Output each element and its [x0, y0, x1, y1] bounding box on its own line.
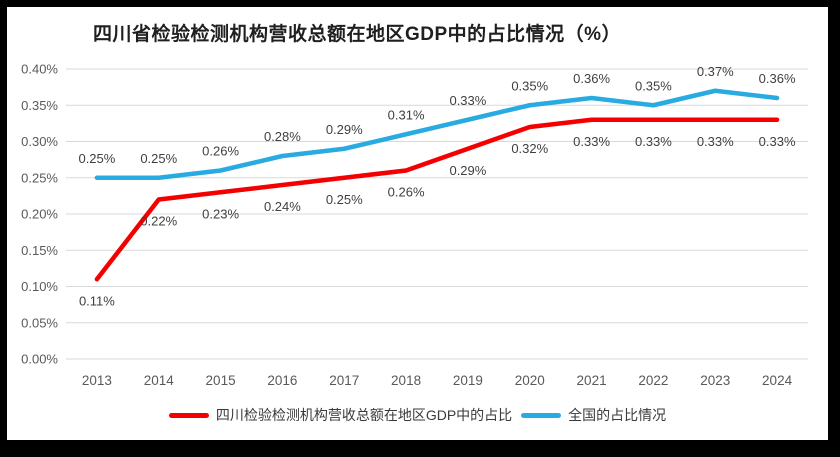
data-label: 0.33% [759, 134, 796, 149]
y-axis-tick-label: 0.10% [21, 279, 58, 294]
x-axis-tick-label: 2017 [329, 373, 359, 388]
data-label: 0.28% [264, 129, 301, 144]
legend-line-swatch [521, 412, 562, 418]
x-axis-tick-label: 2015 [206, 373, 236, 388]
x-axis-tick-label: 2024 [762, 373, 793, 388]
data-label: 0.36% [573, 71, 610, 86]
x-axis-tick-label: 2023 [700, 373, 730, 388]
data-label: 0.32% [511, 141, 548, 156]
x-axis-tick-label: 2018 [391, 373, 421, 388]
data-label: 0.25% [78, 151, 115, 166]
data-label: 0.25% [326, 192, 363, 207]
data-label: 0.37% [697, 64, 734, 79]
x-axis-tick-label: 2019 [453, 373, 483, 388]
x-axis-tick-label: 2021 [577, 373, 607, 388]
line-chart-plot-area: 0.00% 0.05% 0.10% 0.15% 0.20% 0.25% 0.30% 0.35%… [21, 62, 808, 388]
data-label: 0.35% [511, 78, 548, 93]
y-axis-tick-label: 0.20% [21, 207, 58, 222]
data-label: 0.29% [449, 163, 486, 178]
y-axis-tick-label: 0.40% [21, 62, 58, 77]
data-label: 0.23% [202, 206, 239, 221]
x-axis-tick-label: 2020 [515, 373, 545, 388]
data-label: 0.33% [449, 93, 486, 108]
x-axis-tick-label: 2014 [144, 373, 175, 388]
chart-card: 四川省检验检测机构营收总额在地区GDP中的占比情况（%） 0.00% 0.05% 0… [7, 7, 828, 440]
series-line-0 [94, 117, 780, 282]
y-axis-tick-label: 0.30% [21, 134, 58, 149]
y-axis-tick-label: 0.15% [21, 243, 58, 258]
legend-item-1: 全国的占比情况 [521, 405, 666, 425]
data-label: 0.29% [326, 122, 363, 137]
data-label: 0.26% [202, 144, 239, 159]
legend-item-0: 四川检验检测机构营收总额在地区GDP中的占比 [168, 405, 513, 425]
data-label: 0.31% [388, 107, 425, 122]
data-label: 0.25% [140, 151, 177, 166]
chart-title: 四川省检验检测机构营收总额在地区GDP中的占比情况（%） [93, 24, 622, 45]
data-label: 0.36% [759, 71, 796, 86]
data-label: 0.26% [388, 185, 425, 200]
legend-line-swatch [168, 412, 209, 418]
data-label: 0.33% [697, 134, 734, 149]
data-label: 0.24% [264, 199, 301, 214]
chart-legend: 四川检验检测机构营收总额在地区GDP中的占比 全国的占比情况 [7, 405, 828, 425]
x-axis-tick-label: 2016 [267, 373, 297, 388]
data-label: 0.33% [573, 134, 610, 149]
legend-label: 全国的占比情况 [568, 407, 667, 423]
y-axis-tick-label: 0.35% [21, 98, 58, 113]
y-axis-tick-label: 0.00% [21, 352, 58, 367]
y-axis-tick-label: 0.25% [21, 170, 58, 185]
data-label: 0.22% [140, 214, 177, 229]
data-label: 0.33% [635, 134, 672, 149]
y-axis-tick-label: 0.05% [21, 315, 58, 330]
series-line-1 [94, 88, 780, 180]
legend-label: 四川检验检测机构营收总额在地区GDP中的占比 [215, 407, 513, 423]
x-axis-tick-label: 2022 [638, 373, 668, 388]
data-label: 0.35% [635, 78, 672, 93]
data-label: 0.11% [79, 293, 115, 308]
x-axis-tick-label: 2013 [82, 373, 112, 388]
